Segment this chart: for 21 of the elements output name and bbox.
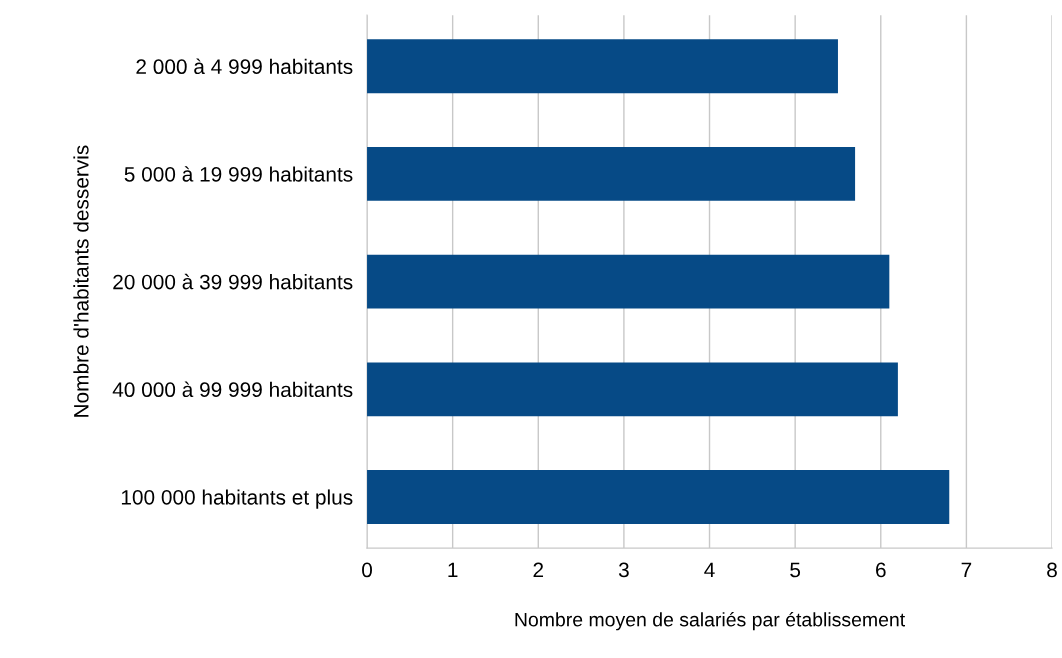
bar: [367, 254, 890, 309]
x-axis-title: Nombre moyen de salariés par établissement: [515, 611, 906, 631]
y-tick-label: 5 000 à 19 999 habitants: [124, 166, 353, 182]
bar: [367, 362, 898, 417]
bar: [367, 147, 856, 201]
x-tick-label: 4: [704, 562, 715, 578]
y-tick-label: 40 000 à 99 999 habitants: [112, 381, 353, 398]
x-tick-label: 5: [790, 562, 801, 578]
y-tick-label: 2 000 à 4 999 habitants: [136, 58, 353, 75]
y-tick-label: 100 000 habitants et plus: [121, 489, 353, 509]
x-tick-label: 6: [876, 562, 886, 578]
bar: [367, 39, 838, 94]
x-tick-label: 7: [961, 562, 972, 578]
x-tick-label: 3: [618, 562, 629, 578]
y-axis-title: Nombre d'habitants desservis: [73, 145, 89, 417]
bar: [367, 470, 950, 524]
x-tick-label: 1: [448, 562, 458, 578]
y-tick-label: 20 000 à 39 999 habitants: [113, 273, 353, 290]
x-tick-label: 8: [1047, 562, 1057, 578]
x-tick-label: 2: [533, 562, 544, 578]
x-tick-label: 0: [362, 562, 373, 578]
